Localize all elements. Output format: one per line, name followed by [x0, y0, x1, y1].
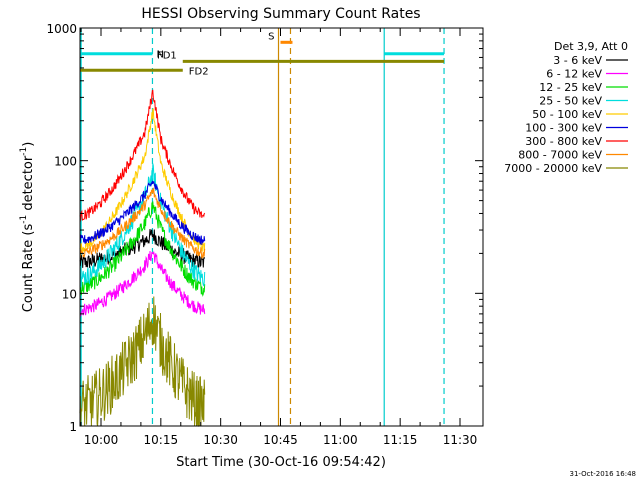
- legend-entry: 12 - 25 keV: [539, 81, 602, 94]
- series-line: [79, 180, 206, 245]
- y-tick-label: 10: [62, 287, 77, 301]
- flag-bar-label: FD2: [189, 66, 209, 77]
- y-axis-label: Count Rate (s-1 detector-1): [19, 142, 36, 313]
- legend-entry: 300 - 800 keV: [525, 135, 602, 148]
- legend-entry: 50 - 100 keV: [532, 108, 602, 121]
- y-tick-label: 1000: [46, 22, 77, 36]
- series-line: [79, 201, 206, 297]
- series-line: [79, 89, 206, 222]
- y-tick-label: 100: [54, 155, 77, 169]
- plot-marks-layer: N S FD1 FD2: [80, 31, 445, 77]
- x-tick-label: 10:15: [144, 433, 179, 447]
- series-line: [79, 187, 206, 259]
- legend-entry: 7000 - 20000 keV: [504, 162, 602, 175]
- chart-title: HESSI Observing Summary Count Rates: [141, 6, 420, 22]
- x-tick-label: 10:45: [263, 433, 298, 447]
- legend-entry: 100 - 300 keV: [525, 122, 602, 135]
- x-tick-label: 10:00: [84, 433, 119, 447]
- legend-title: Det 3,9, Att 0: [554, 40, 628, 53]
- series-line: [79, 250, 206, 317]
- plot-frame: [79, 27, 484, 427]
- x-tick-label: 11:15: [383, 433, 418, 447]
- flag-bar-label: FD1: [157, 50, 177, 61]
- legend-entry: 3 - 6 keV: [553, 54, 602, 67]
- axis-layer: 10:00 10:15 10:30 10:45 11:00 11:15 11:30 1 10 10…: [46, 22, 483, 447]
- x-axis-label: Start Time (30-Oct-16 09:54:42): [176, 455, 386, 470]
- x-tick-label: 11:00: [323, 433, 358, 447]
- legend-entry: 800 - 7000 keV: [518, 149, 602, 162]
- y-tick-label: 1: [69, 420, 77, 434]
- series-line: [79, 296, 206, 427]
- series-layer: [79, 89, 206, 427]
- date-stamp: 31-Oct-2016 16:48: [570, 470, 636, 478]
- flag-bar-label: S: [268, 31, 274, 42]
- legend-entry: 25 - 50 keV: [539, 95, 602, 108]
- flag-bar-label: N: [156, 50, 163, 61]
- plot-lines-layer: [80, 28, 445, 426]
- x-tick-label: 10:30: [203, 433, 238, 447]
- legend-entry: 6 - 12 keV: [546, 68, 602, 81]
- x-tick-label: 11:30: [443, 433, 478, 447]
